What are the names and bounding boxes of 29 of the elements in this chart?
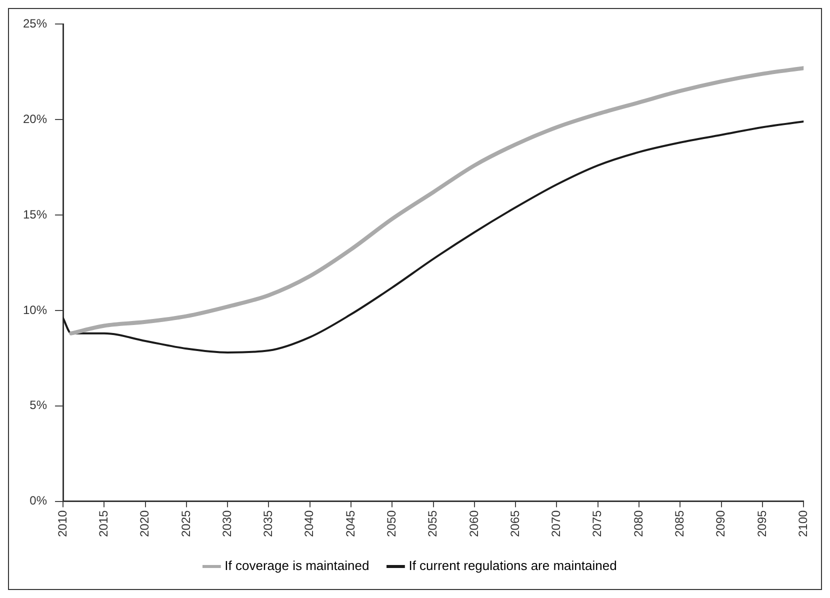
x-tick-label: 2030	[220, 510, 234, 538]
x-tick-label: 2070	[549, 510, 564, 538]
x-tick-label: 2075	[590, 510, 604, 538]
x-tick-label: 2050	[384, 510, 398, 538]
y-tick-label: 0%	[30, 494, 48, 508]
legend-label: If current regulations are maintained	[408, 558, 617, 574]
x-tick-label: 2040	[302, 510, 316, 538]
x-tick-label: 2025	[178, 510, 193, 538]
x-tick-label: 2090	[714, 510, 728, 538]
legend-label: If coverage is maintained	[224, 558, 370, 574]
x-tick-label: 2060	[466, 510, 481, 538]
x-tick-label: 2045	[343, 510, 358, 538]
y-tick-label: 15%	[22, 207, 48, 222]
line-series	[69, 66, 804, 336]
x-tick-label: 2095	[754, 510, 769, 538]
y-tick-label: 5%	[30, 398, 48, 412]
x-tick-label: 2010	[55, 510, 70, 538]
x-tick-label: 2080	[631, 510, 646, 538]
x-tick-label: 2085	[672, 510, 686, 538]
y-tick-label: 10%	[22, 302, 48, 317]
x-tick-label: 2015	[96, 510, 110, 538]
line-series	[63, 120, 804, 354]
x-tick-label: 2065	[508, 510, 522, 538]
x-tick-label: 2020	[138, 510, 152, 538]
y-tick-label: 20%	[22, 112, 48, 126]
x-tick-label: 2100	[796, 510, 810, 538]
x-tick-label: 2055	[426, 510, 440, 538]
x-tick-label: 2035	[261, 510, 276, 538]
y-tick-label: 25%	[22, 16, 48, 31]
